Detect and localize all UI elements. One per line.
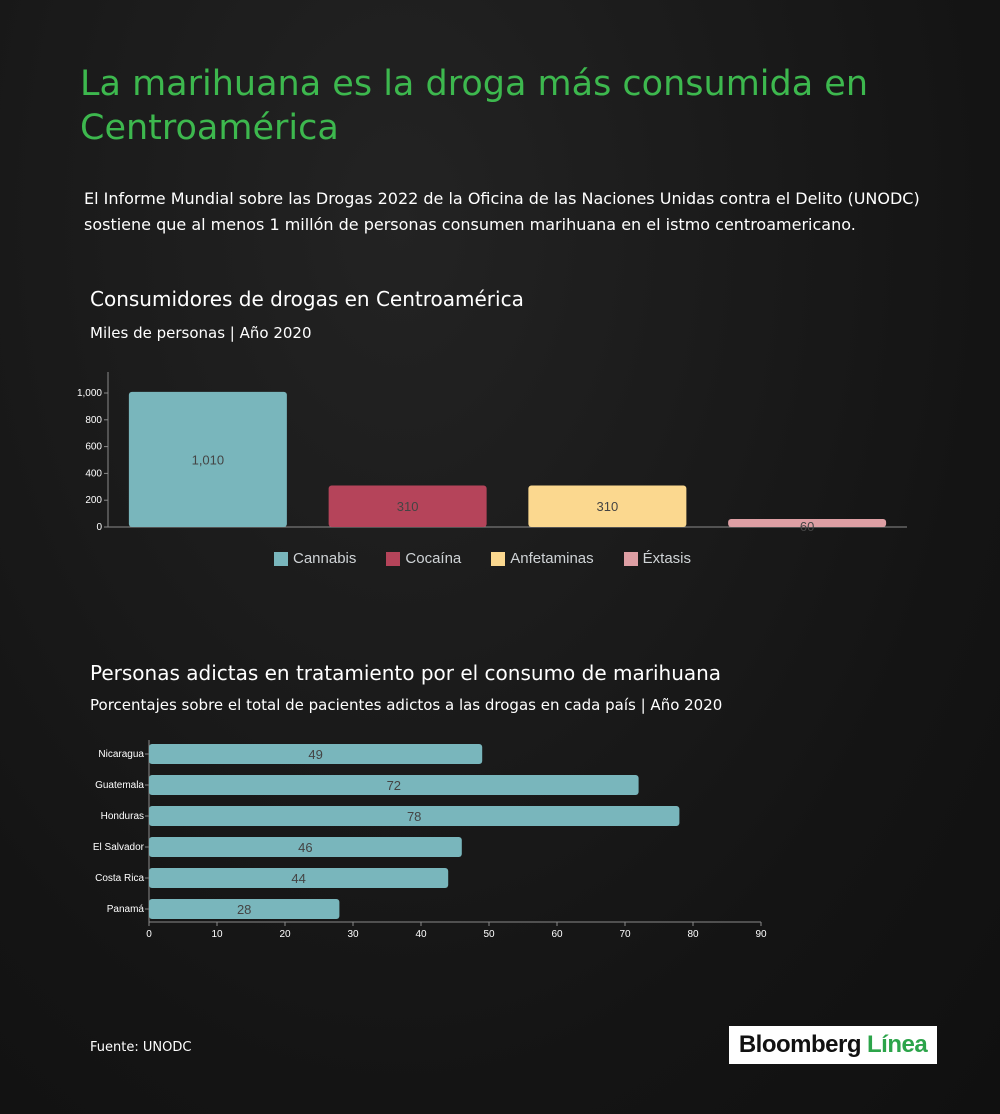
chart2-bar <box>149 899 340 919</box>
chart1-legend-swatch <box>491 551 506 566</box>
chart2-x-tick-label: 70 <box>619 929 631 940</box>
chart1-title: Consumidores de drogas en Centroamérica <box>90 287 524 311</box>
chart1-y-tick-label: 600 <box>85 442 102 453</box>
chart1-bar <box>128 391 287 527</box>
chart1-legend-label: Anfetaminas <box>510 550 594 567</box>
chart1-data-label: 60 <box>800 519 814 534</box>
chart1-y-tick-label: 1,000 <box>77 388 102 399</box>
chart1-legend-label: Cocaína <box>405 550 462 567</box>
chart2-data-label: 49 <box>308 747 322 762</box>
chart2-category-label: Guatemala <box>95 780 144 791</box>
chart2-bar <box>149 744 483 764</box>
chart2-category-label: El Salvador <box>93 842 145 853</box>
chart1-y-tick-label: 800 <box>85 415 102 426</box>
chart2-x-tick-label: 30 <box>347 929 359 940</box>
chart1-y-tick-label: 400 <box>85 468 102 479</box>
chart1-legend-item: Cocaína <box>386 550 461 567</box>
chart2-bar <box>149 806 680 826</box>
chart2-svg: 0 10 20 30 40 50 60 70 80 90 Nicaragua 49 Guatemala 7… <box>93 740 767 940</box>
intro-text: El Informe Mundial sobre las Drogas 2022… <box>84 189 920 234</box>
chart2-data-label: 28 <box>237 902 251 917</box>
chart2-category-label: Nicaragua <box>98 749 144 760</box>
page-title: La marihuana es la droga más consumida e… <box>80 64 869 148</box>
chart1-legend-label: Cannabis <box>293 550 357 567</box>
chart2-x-tick-label: 50 <box>483 929 495 940</box>
chart2-data-label: 44 <box>291 871 305 886</box>
chart1-legend-item: Anfetaminas <box>491 550 594 567</box>
chart1-bar <box>528 485 687 527</box>
chart1-data-label: 310 <box>397 499 419 514</box>
source-note: Fuente: UNODC <box>90 1040 192 1055</box>
logo-text-b: Línea <box>866 1031 928 1058</box>
bloomberg-linea-logo: Bloomberg Línea <box>729 1026 937 1064</box>
chart1-data-label: 1,010 <box>192 452 225 467</box>
chart2-title: Personas adictas en tratamiento por el c… <box>90 661 722 685</box>
chart2-x-tick-label: 90 <box>755 929 767 940</box>
chart2-bar <box>149 868 449 888</box>
chart2-x-tick-label: 10 <box>211 929 223 940</box>
chart1-legend-item: Cannabis <box>274 550 356 567</box>
chart2-category-label: Panamá <box>107 904 145 915</box>
chart1-legend-swatch <box>623 551 638 566</box>
chart2-x-tick-label: 0 <box>146 929 152 940</box>
chart1-legend-label: Éxtasis <box>642 550 692 567</box>
chart2-x-tick-label: 60 <box>551 929 563 940</box>
chart1-data-label: 310 <box>597 499 619 514</box>
chart2-bar <box>149 837 462 857</box>
chart2-bar <box>149 775 639 795</box>
chart1-subtitle: Miles de personas | Año 2020 <box>90 324 312 342</box>
chart2-subtitle: Porcentajes sobre el total de pacientes … <box>90 696 723 714</box>
chart2-data-label: 72 <box>387 778 401 793</box>
chart1-y-tick-label: 0 <box>96 522 102 533</box>
chart1-legend-swatch <box>386 551 401 566</box>
chart1-y-tick-label: 200 <box>85 495 102 506</box>
chart1-legend-swatch <box>274 551 288 566</box>
chart2-category-label: Costa Rica <box>95 873 144 884</box>
chart1-legend-item: Éxtasis <box>623 550 692 567</box>
chart2-data-label: 78 <box>407 809 421 824</box>
chart2-category-label: Honduras <box>101 811 144 822</box>
chart2-x-tick-label: 40 <box>415 929 427 940</box>
chart1-bar <box>728 518 887 527</box>
chart1-svg: 0 200 400 600 800 1,000 1,010 310 310 60 <box>77 372 907 534</box>
chart2-x-tick-label: 20 <box>279 929 291 940</box>
chart2-data-label: 46 <box>298 840 312 855</box>
logo-text-a: Bloomberg <box>738 1031 862 1058</box>
chart2-x-tick-label: 80 <box>687 929 699 940</box>
chart1-bar <box>328 485 487 527</box>
chart1-legend: Cannabis Cocaína Anfetaminas Éxtasis <box>274 550 721 567</box>
